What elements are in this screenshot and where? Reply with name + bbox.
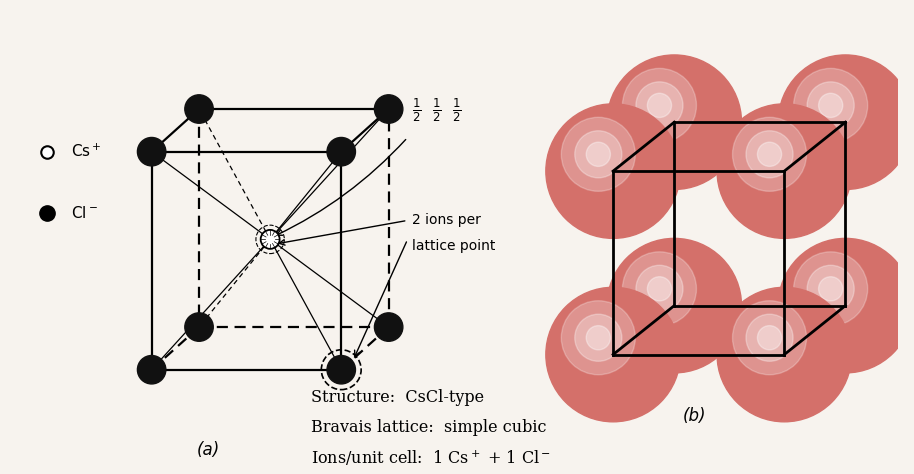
- Circle shape: [185, 313, 213, 341]
- Circle shape: [546, 287, 680, 422]
- Circle shape: [375, 95, 403, 123]
- Circle shape: [717, 287, 852, 422]
- Circle shape: [778, 238, 913, 373]
- Circle shape: [647, 93, 672, 118]
- Circle shape: [819, 277, 843, 301]
- Circle shape: [636, 265, 683, 312]
- Circle shape: [647, 277, 672, 301]
- Circle shape: [746, 131, 793, 178]
- Circle shape: [327, 137, 356, 166]
- Circle shape: [793, 68, 867, 142]
- Text: Structure:  CsCl-type: Structure: CsCl-type: [311, 389, 484, 406]
- Text: lattice point: lattice point: [412, 239, 495, 254]
- Circle shape: [561, 301, 635, 375]
- Circle shape: [819, 93, 843, 118]
- Circle shape: [746, 314, 793, 361]
- Text: $\mathrm{Cl}^-$: $\mathrm{Cl}^-$: [71, 205, 98, 221]
- Text: 2 ions per: 2 ions per: [412, 213, 481, 228]
- Circle shape: [807, 82, 855, 129]
- Circle shape: [185, 95, 213, 123]
- Circle shape: [622, 252, 696, 326]
- Circle shape: [586, 326, 611, 350]
- Circle shape: [375, 313, 403, 341]
- Circle shape: [260, 230, 280, 249]
- Circle shape: [546, 104, 680, 238]
- Circle shape: [327, 356, 356, 384]
- Circle shape: [622, 68, 696, 142]
- Circle shape: [137, 356, 165, 384]
- Circle shape: [137, 137, 165, 166]
- Text: Ions/unit cell:  1 Cs$^+$ + 1 Cl$^-$: Ions/unit cell: 1 Cs$^+$ + 1 Cl$^-$: [311, 448, 551, 468]
- Circle shape: [732, 117, 806, 191]
- Circle shape: [636, 82, 683, 129]
- Circle shape: [575, 314, 622, 361]
- Circle shape: [717, 104, 852, 238]
- Text: (a): (a): [197, 441, 220, 459]
- Circle shape: [778, 55, 913, 190]
- Circle shape: [793, 252, 867, 326]
- Circle shape: [758, 142, 781, 166]
- Circle shape: [758, 326, 781, 350]
- Text: (b): (b): [683, 407, 707, 425]
- Circle shape: [807, 265, 855, 312]
- Circle shape: [607, 238, 741, 373]
- Circle shape: [561, 117, 635, 191]
- Circle shape: [575, 131, 622, 178]
- Circle shape: [732, 301, 806, 375]
- Circle shape: [607, 55, 741, 190]
- Circle shape: [586, 142, 611, 166]
- Text: Bravais lattice:  simple cubic: Bravais lattice: simple cubic: [311, 419, 547, 436]
- Text: $\mathrm{Cs}^+$: $\mathrm{Cs}^+$: [71, 143, 101, 160]
- Text: $\frac{1}{2}$  $\frac{1}{2}$  $\frac{1}{2}$: $\frac{1}{2}$ $\frac{1}{2}$ $\frac{1}{2}…: [412, 97, 462, 124]
